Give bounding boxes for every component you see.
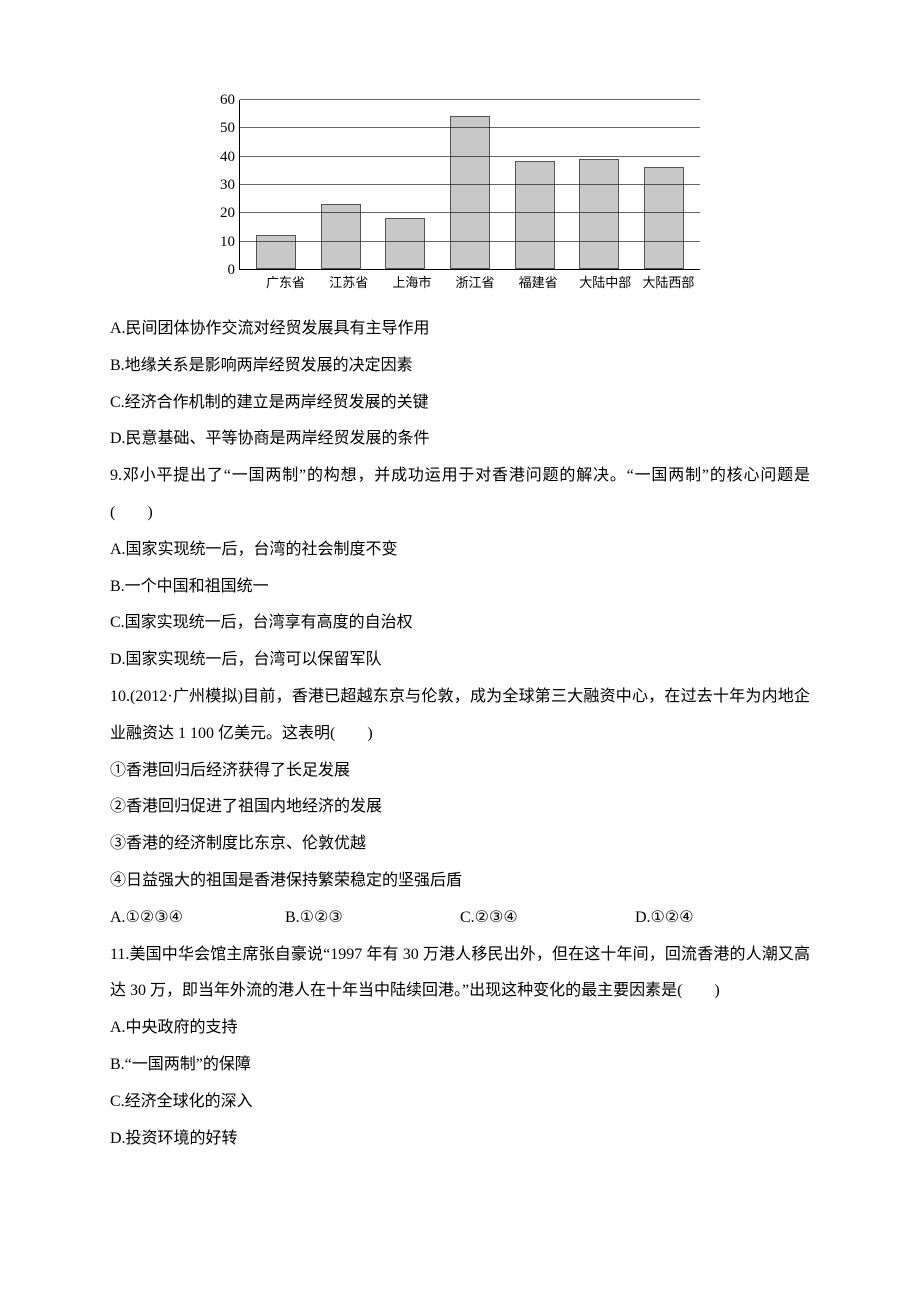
q9-option-b: B.一个中国和祖国统一	[110, 569, 810, 606]
q8-option-b: B.地缘关系是影响两岸经贸发展的决定因素	[110, 348, 810, 385]
exam-page: 60 50 40 30 20 10 0 广东省江苏省上海市浙江省福建省大陆中部大…	[0, 0, 920, 1217]
q10-statement-1: ①香港回归后经济获得了长足发展	[110, 753, 810, 790]
plot-area	[239, 100, 700, 270]
chart-container: 60 50 40 30 20 10 0 广东省江苏省上海市浙江省福建省大陆中部大…	[110, 100, 810, 291]
x-label: 浙江省	[453, 270, 497, 291]
grid-line	[240, 156, 700, 157]
q8-option-a: A.民间团体协作交流对经贸发展具有主导作用	[110, 311, 810, 348]
x-labels: 广东省江苏省上海市浙江省福建省大陆中部大陆西部	[250, 270, 700, 291]
y-axis: 60 50 40 30 20 10 0	[220, 100, 239, 270]
q8-option-d: D.民意基础、平等协商是两岸经贸发展的条件	[110, 421, 810, 458]
x-label: 大陆中部	[579, 270, 623, 291]
x-label: 广东省	[264, 270, 308, 291]
q9-option-d: D.国家实现统一后，台湾可以保留军队	[110, 642, 810, 679]
q11-option-c: C.经济全球化的深入	[110, 1084, 810, 1121]
bar	[644, 167, 684, 269]
bar	[515, 161, 555, 269]
x-label: 福建省	[516, 270, 560, 291]
q10-statement-3: ③香港的经济制度比东京、伦敦优越	[110, 826, 810, 863]
chart-plot: 60 50 40 30 20 10 0	[220, 100, 700, 270]
q10-option-a: A.①②③④	[110, 900, 285, 937]
x-axis: 广东省江苏省上海市浙江省福建省大陆中部大陆西部	[250, 270, 700, 291]
q11-stem: 11.美国中华会馆主席张自豪说“1997 年有 30 万港人移民出外，但在这十年…	[110, 937, 810, 1011]
q9-option-c: C.国家实现统一后，台湾享有高度的自治权	[110, 605, 810, 642]
q9-stem: 9.邓小平提出了“一国两制”的构想，并成功运用于对香港问题的解决。“一国两制”的…	[110, 458, 810, 532]
grid-line	[240, 99, 700, 100]
x-label: 江苏省	[327, 270, 371, 291]
q10-statement-2: ②香港回归促进了祖国内地经济的发展	[110, 789, 810, 826]
q10-option-d: D.①②④	[635, 900, 810, 937]
q11-option-b: B.“一国两制”的保障	[110, 1047, 810, 1084]
x-label: 上海市	[390, 270, 434, 291]
bar-chart: 60 50 40 30 20 10 0 广东省江苏省上海市浙江省福建省大陆中部大…	[220, 100, 700, 291]
grid-line	[240, 212, 700, 213]
grid-line	[240, 127, 700, 128]
q8-option-c: C.经济合作机制的建立是两岸经贸发展的关键	[110, 385, 810, 422]
bar	[321, 204, 361, 269]
bar	[450, 116, 490, 269]
q11-option-a: A.中央政府的支持	[110, 1010, 810, 1047]
grid-line	[240, 241, 700, 242]
q10-option-b: B.①②③	[285, 900, 460, 937]
bar	[579, 159, 619, 270]
q10-options-row: A.①②③④ B.①②③ C.②③④ D.①②④	[110, 900, 810, 937]
bar	[385, 218, 425, 269]
q11-option-d: D.投资环境的好转	[110, 1121, 810, 1158]
q9-option-a: A.国家实现统一后，台湾的社会制度不变	[110, 532, 810, 569]
x-label: 大陆西部	[642, 270, 686, 291]
q10-statement-4: ④日益强大的祖国是香港保持繁荣稳定的坚强后盾	[110, 863, 810, 900]
q10-stem: 10.(2012·广州模拟)目前，香港已超越东京与伦敦，成为全球第三大融资中心，…	[110, 679, 810, 753]
grid-line	[240, 184, 700, 185]
q10-option-c: C.②③④	[460, 900, 635, 937]
